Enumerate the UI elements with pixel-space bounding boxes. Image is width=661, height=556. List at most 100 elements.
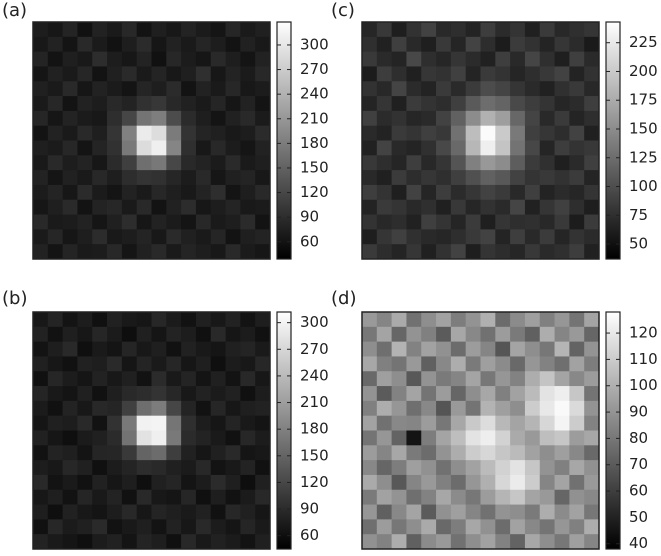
pixel	[240, 36, 256, 53]
colorbar-tick-label: 100	[629, 177, 658, 195]
pixel	[255, 110, 271, 127]
pixel	[376, 356, 393, 372]
pixel	[510, 140, 526, 156]
pixel	[33, 110, 49, 127]
pixel	[539, 66, 555, 82]
pixel	[465, 371, 481, 387]
pixel	[436, 244, 452, 260]
pixel	[584, 504, 600, 520]
pixel	[480, 504, 496, 520]
pixel	[33, 199, 49, 215]
pixel	[480, 371, 496, 387]
pixel	[421, 386, 437, 402]
pixel	[181, 199, 197, 215]
pixel	[421, 415, 437, 431]
pixel	[225, 400, 241, 417]
pixel	[166, 66, 182, 82]
pixel	[136, 371, 152, 387]
pixel	[47, 519, 64, 535]
pixel	[450, 445, 467, 461]
pixel	[33, 400, 49, 417]
pixel	[391, 155, 407, 171]
pixel	[539, 474, 555, 491]
pixel	[136, 445, 152, 461]
pixel	[151, 489, 167, 505]
panel: (d) 40 50 60 70 80 90 100 110 120	[331, 288, 658, 552]
pixel	[121, 489, 138, 505]
pixel	[151, 445, 167, 461]
pixel	[524, 214, 541, 230]
pixel	[450, 199, 467, 215]
pixel	[539, 155, 555, 171]
pixel	[225, 445, 241, 461]
pixel	[240, 386, 256, 402]
pixel	[539, 125, 555, 141]
pixel	[524, 504, 541, 520]
pixel	[362, 415, 378, 431]
pixel	[436, 170, 452, 186]
colorbar-tick-label: 90	[300, 208, 319, 226]
pixel	[376, 312, 393, 328]
pixel	[510, 170, 526, 186]
pixel	[107, 371, 123, 387]
pixel	[554, 170, 570, 186]
pixel	[107, 229, 123, 245]
pixel	[480, 22, 496, 38]
pixel	[569, 184, 585, 201]
pixel	[92, 400, 108, 417]
pixel	[92, 489, 108, 505]
pixel	[92, 534, 108, 550]
pixel	[62, 371, 78, 387]
pixel	[195, 110, 212, 127]
pixel	[510, 96, 526, 112]
pixel	[92, 170, 108, 186]
pixel	[436, 22, 452, 38]
pixel	[151, 534, 167, 550]
panel-label: (a)	[2, 0, 27, 21]
pixel	[136, 415, 152, 431]
pixel	[47, 229, 64, 245]
pixel	[77, 66, 93, 82]
pixel	[77, 415, 93, 431]
pixel	[107, 244, 123, 260]
pixel	[584, 66, 600, 82]
pixel	[210, 125, 226, 141]
pixel	[33, 22, 49, 38]
pixel	[240, 155, 256, 171]
pixel	[136, 326, 152, 343]
pixel	[495, 22, 511, 38]
pixel	[569, 474, 585, 491]
pixel	[62, 415, 78, 431]
pixel	[480, 96, 496, 112]
pixel	[510, 430, 526, 446]
pixel	[136, 504, 152, 520]
pixel	[210, 504, 226, 520]
pixel	[210, 96, 226, 112]
pixel	[92, 125, 108, 141]
pixel	[240, 81, 256, 97]
pixel	[450, 229, 467, 245]
pixel	[450, 534, 467, 550]
pixel	[47, 371, 64, 387]
pixel	[210, 140, 226, 156]
pixel	[225, 214, 241, 230]
pixel	[62, 326, 78, 343]
pixel	[181, 326, 197, 343]
pixel	[255, 356, 271, 372]
pixel	[225, 155, 241, 171]
colorbar-tick-label: 125	[629, 148, 658, 166]
pixel	[584, 140, 600, 156]
pixel	[569, 140, 585, 156]
pixel	[406, 341, 422, 357]
pixel	[62, 214, 78, 230]
pixel	[181, 430, 197, 446]
pixel	[362, 184, 378, 201]
pixel	[121, 519, 138, 535]
pixel	[450, 371, 467, 387]
pixel	[465, 140, 481, 156]
pixel	[240, 229, 256, 245]
pixel	[436, 125, 452, 141]
pixel	[107, 415, 123, 431]
pixel	[210, 199, 226, 215]
pixel	[495, 504, 511, 520]
